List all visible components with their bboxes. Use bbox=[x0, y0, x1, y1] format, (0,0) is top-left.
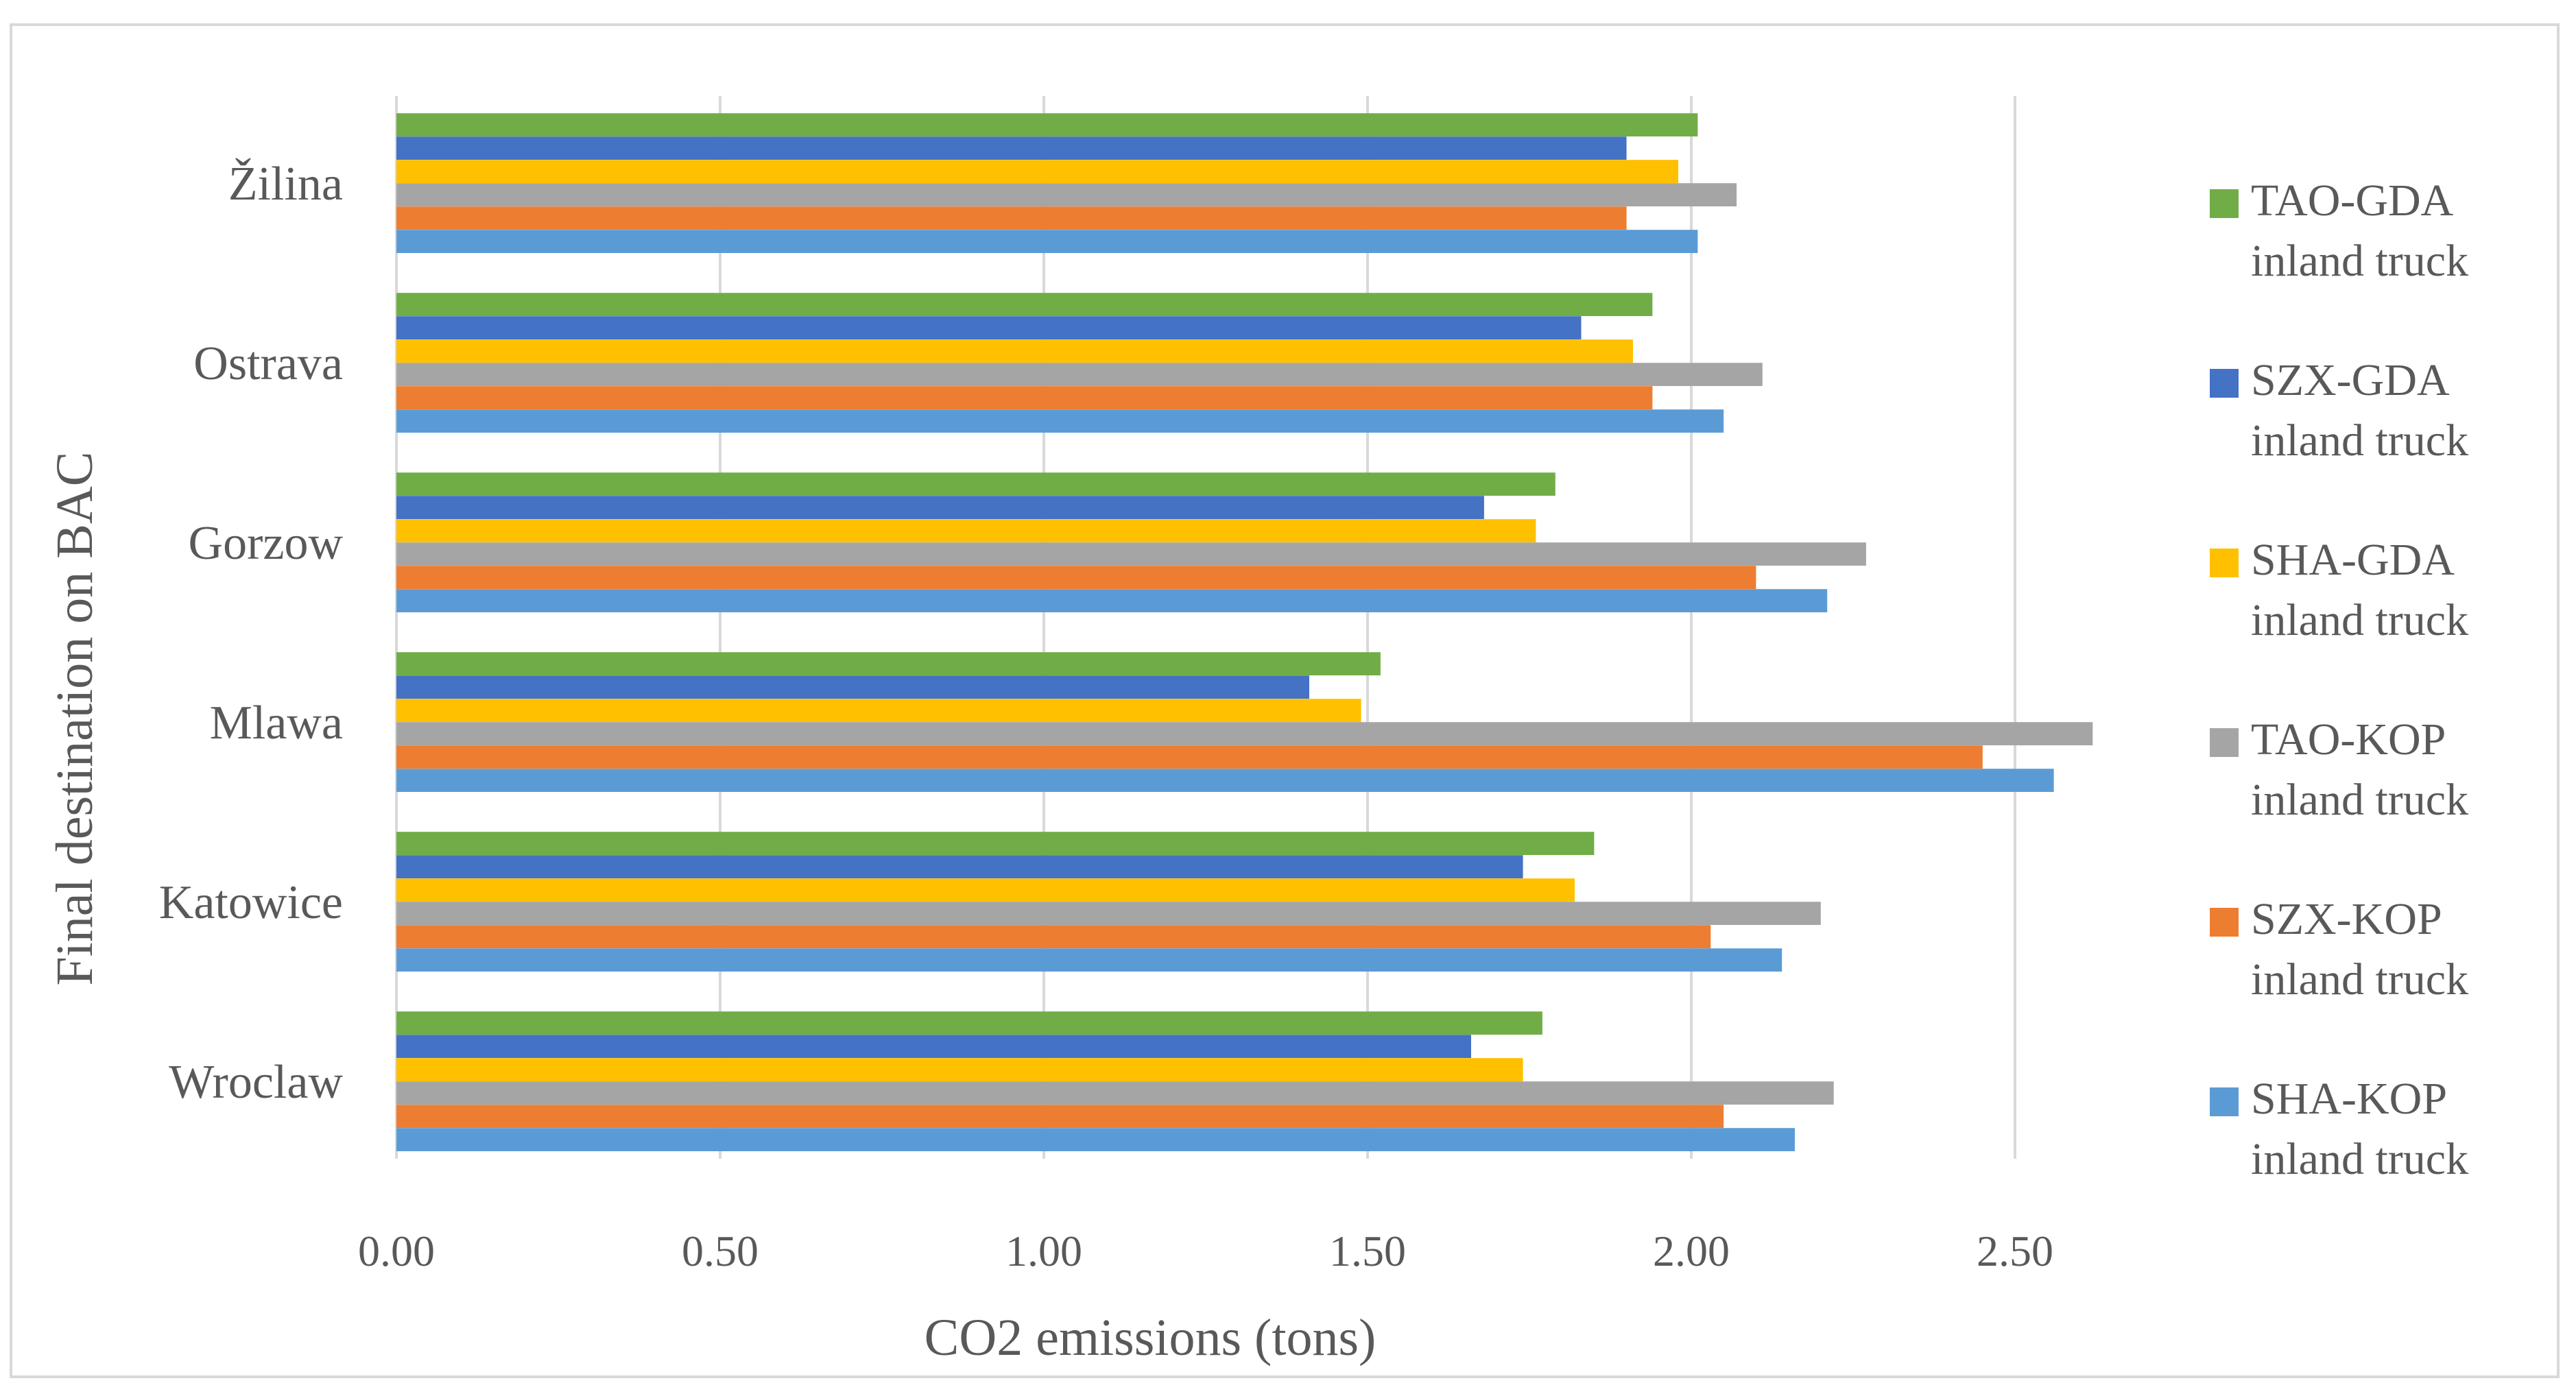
bar-wroclaw-szx-kop bbox=[396, 1105, 1724, 1128]
bar-katowice-szx-gda bbox=[396, 855, 1523, 878]
category-label: Ostrava bbox=[193, 337, 343, 390]
legend-label: inland truck bbox=[2251, 1134, 2468, 1184]
legend-swatch bbox=[2210, 369, 2239, 398]
legend-label: inland truck bbox=[2251, 416, 2468, 466]
legend-label: TAO-GDA bbox=[2251, 176, 2454, 226]
bar-mlawa-sha-gda bbox=[396, 699, 1361, 722]
bar-ilina-szx-gda bbox=[396, 136, 1627, 160]
bar-mlawa-tao-kop bbox=[396, 722, 2093, 745]
legend-label: SHA-KOP bbox=[2251, 1074, 2447, 1124]
bar-katowice-sha-gda bbox=[396, 878, 1575, 902]
bar-katowice-tao-kop bbox=[396, 902, 1821, 925]
bar-mlawa-szx-gda bbox=[396, 675, 1309, 699]
bar-gorzow-tao-gda bbox=[396, 472, 1555, 496]
category-label: Katowice bbox=[159, 876, 343, 929]
bar-wroclaw-szx-gda bbox=[396, 1035, 1471, 1058]
y-axis-title: Final destination on BAC bbox=[46, 452, 104, 986]
bars bbox=[396, 113, 2093, 1151]
bar-gorzow-tao-kop bbox=[396, 542, 1866, 566]
bar-ostrava-szx-kop bbox=[396, 386, 1653, 409]
bar-ilina-sha-kop bbox=[396, 230, 1698, 253]
bar-mlawa-sha-kop bbox=[396, 769, 2054, 792]
category-label: Žilina bbox=[228, 158, 343, 210]
category-label: Wroclaw bbox=[169, 1056, 343, 1109]
legend-swatch bbox=[2210, 189, 2239, 218]
legend-label: SZX-KOP bbox=[2251, 894, 2442, 944]
legend-swatch bbox=[2210, 728, 2239, 757]
legend-label: inland truck bbox=[2251, 595, 2468, 645]
legend-swatch bbox=[2210, 1087, 2239, 1116]
bar-gorzow-sha-kop bbox=[396, 589, 1828, 612]
legend-swatch bbox=[2210, 549, 2239, 577]
bar-ostrava-szx-gda bbox=[396, 316, 1582, 339]
legend-swatch bbox=[2210, 908, 2239, 937]
bar-gorzow-sha-gda bbox=[396, 519, 1536, 542]
bar-ilina-tao-kop bbox=[396, 183, 1737, 206]
gridlines bbox=[395, 96, 2016, 1159]
x-axis-ticks: 0.00 0.50 1.00 1.50 2.00 2.50 bbox=[358, 1227, 2053, 1275]
bar-wroclaw-sha-kop bbox=[396, 1128, 1795, 1151]
bar-katowice-tao-gda bbox=[396, 832, 1595, 855]
bar-ostrava-tao-gda bbox=[396, 293, 1653, 316]
legend-label: SZX-GDA bbox=[2251, 355, 2450, 405]
bar-wroclaw-sha-gda bbox=[396, 1058, 1523, 1081]
legend-label: inland truck bbox=[2251, 775, 2468, 825]
bar-ostrava-sha-kop bbox=[396, 409, 1724, 433]
x-tick-label: 0.00 bbox=[358, 1227, 435, 1275]
bar-gorzow-szx-kop bbox=[396, 566, 1756, 589]
x-tick-label: 1.00 bbox=[1005, 1227, 1082, 1275]
legend-label: SHA-GDA bbox=[2251, 535, 2455, 585]
category-label: Mlawa bbox=[210, 697, 343, 749]
x-tick-label: 2.50 bbox=[1977, 1227, 2053, 1275]
bar-katowice-szx-kop bbox=[396, 925, 1711, 948]
bar-ilina-sha-gda bbox=[396, 160, 1679, 183]
legend-label: inland truck bbox=[2251, 236, 2468, 286]
bar-ostrava-sha-gda bbox=[396, 339, 1633, 363]
y-axis-categories: Wroclaw Katowice Mlawa Gorzow Ostrava Žilina bbox=[159, 158, 344, 1109]
bar-ilina-tao-gda bbox=[396, 113, 1698, 136]
x-axis-title: CO2 emissions (tons) bbox=[925, 1309, 1376, 1367]
legend-label: inland truck bbox=[2251, 954, 2468, 1004]
bar-wroclaw-tao-kop bbox=[396, 1081, 1834, 1105]
legend-label: TAO-KOP bbox=[2251, 714, 2446, 765]
category-label: Gorzow bbox=[189, 517, 344, 570]
x-tick-label: 2.00 bbox=[1653, 1227, 1730, 1275]
bar-ilina-szx-kop bbox=[396, 206, 1627, 230]
legend: TAO-GDA inland truck SZX-GDA inland truck SH… bbox=[2210, 176, 2468, 1184]
bar-mlawa-tao-gda bbox=[396, 652, 1381, 675]
bar-katowice-sha-kop bbox=[396, 948, 1782, 972]
bar-mlawa-szx-kop bbox=[396, 745, 1983, 769]
bar-wroclaw-tao-gda bbox=[396, 1011, 1542, 1035]
bar-ostrava-tao-kop bbox=[396, 363, 1763, 386]
x-tick-label: 1.50 bbox=[1329, 1227, 1406, 1275]
x-tick-label: 0.50 bbox=[682, 1227, 759, 1275]
bar-gorzow-szx-gda bbox=[396, 496, 1484, 519]
